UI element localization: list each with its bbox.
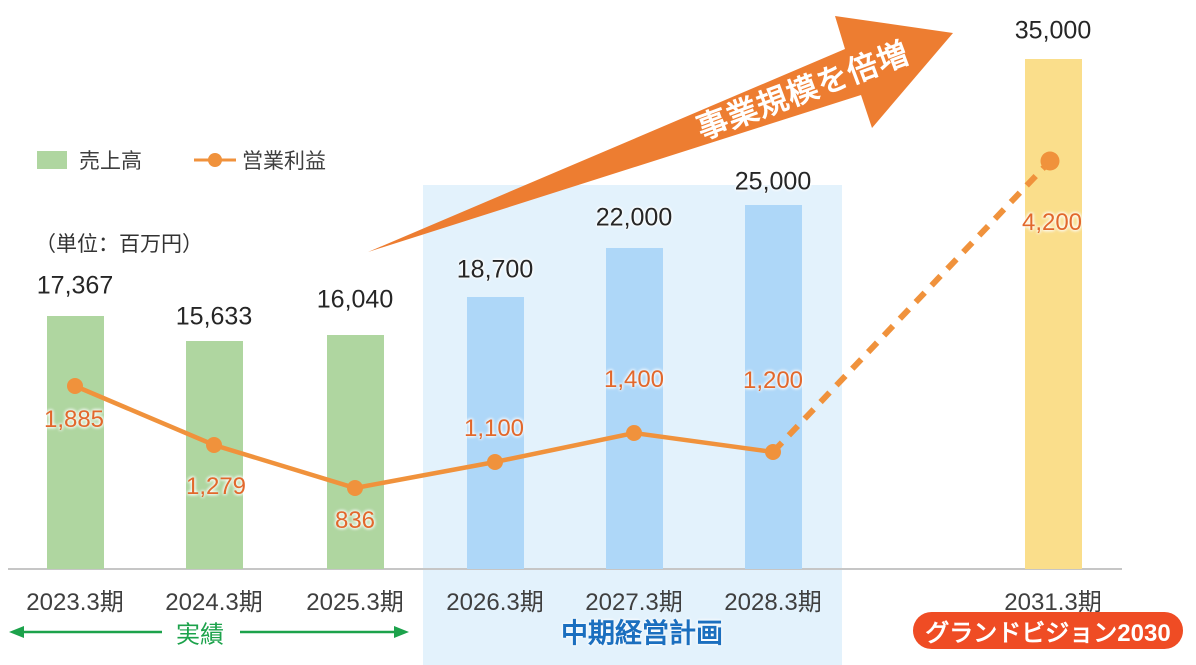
bar-2031.3期 — [1024, 59, 1082, 569]
x-axis-line — [8, 568, 1122, 570]
bar-value-label: 25,000 — [734, 167, 812, 196]
line-value-label: 4,200 — [1021, 209, 1083, 236]
line-value-label: 1,279 — [185, 473, 247, 500]
bar-value-label: 16,040 — [316, 285, 394, 314]
actual-period-label: 実績 — [176, 621, 224, 649]
bar-2027.3期 — [605, 248, 663, 569]
x-axis-label: 2031.3期 — [1004, 589, 1102, 616]
line-value-label: 1,885 — [43, 406, 105, 433]
bar-value-label: 22,000 — [595, 203, 673, 232]
bar-value-label: 15,633 — [175, 302, 253, 331]
legend: 売上高 営業利益 — [37, 145, 326, 175]
line-value-label: 1,200 — [742, 367, 804, 394]
profit-legend-marker-icon — [194, 153, 236, 167]
x-axis-label: 2027.3期 — [585, 589, 683, 616]
x-axis-label: 2028.3期 — [724, 589, 822, 616]
bar-2023.3期 — [46, 316, 104, 569]
sales-legend-swatch — [37, 151, 67, 169]
unit-note: （単位：百万円） — [35, 233, 203, 256]
bar-2024.3期 — [185, 341, 243, 569]
midterm-plan-label: 中期経営計画 — [561, 618, 723, 649]
bar-value-label: 18,700 — [456, 255, 534, 284]
profit-legend-label: 営業利益 — [242, 150, 326, 173]
line-value-label: 1,400 — [603, 366, 665, 393]
growth-arrow-label: 事業規模を倍増 — [692, 35, 915, 147]
x-axis-label: 2025.3期 — [306, 589, 404, 616]
actual-range-arrow — [9, 626, 409, 638]
bar-value-label: 35,000 — [1014, 16, 1092, 45]
line-value-label: 1,100 — [463, 415, 525, 442]
x-axis-label: 2024.3期 — [165, 589, 263, 616]
x-axis-label: 2023.3期 — [26, 589, 124, 616]
x-axis-label: 2026.3期 — [446, 589, 544, 616]
sales-legend-label: 売上高 — [79, 150, 142, 173]
line-value-label: 836 — [334, 507, 376, 534]
grand-vision-badge: グランドビジョン2030 — [913, 612, 1183, 649]
bar-value-label: 17,367 — [36, 271, 114, 300]
